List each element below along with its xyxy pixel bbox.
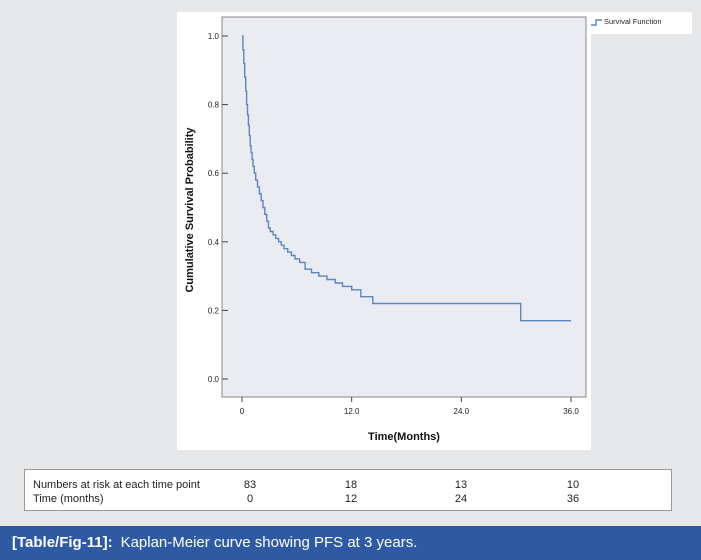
- risk-cell: 10: [566, 479, 580, 491]
- risk-table: Numbers at risk at each time point 83 18…: [24, 469, 672, 511]
- legend-swatch: [591, 19, 602, 26]
- x-tick-label: 36.0: [563, 407, 579, 416]
- legend-box: [588, 12, 692, 34]
- time-cell: 36: [566, 493, 580, 505]
- time-cell: 12: [344, 493, 358, 505]
- y-axis-label: Cumulative Survival Probability: [184, 127, 196, 293]
- y-axis: 0.0 0.2 0.4 0.6 0.8 1.0: [208, 32, 228, 384]
- y-tick-label: 0.6: [208, 169, 220, 178]
- survival-curve: [242, 35, 571, 322]
- x-tick-label: 24.0: [454, 407, 470, 416]
- risk-cell: 83: [243, 479, 257, 491]
- risk-cell: 18: [344, 479, 358, 491]
- risk-row-time-label: Time (months): [33, 493, 104, 505]
- x-axis: 0 12.0 24.0 36.0: [240, 397, 579, 416]
- y-tick-label: 0.8: [208, 101, 220, 110]
- risk-row-numbers-label: Numbers at risk at each time point: [33, 479, 200, 491]
- legend: Survival Function: [588, 12, 692, 34]
- risk-cell: 13: [454, 479, 468, 491]
- caption-text: Kaplan-Meier curve showing PFS at 3 year…: [120, 534, 418, 551]
- plot-area: [221, 16, 587, 398]
- x-axis-label: Time(Months): [368, 431, 440, 443]
- km-chart: 0.0 0.2 0.4 0.6 0.8 1.0 0 12.0 24.0 36.0 Cumulat…: [177, 12, 692, 450]
- time-cell: 0: [246, 493, 254, 505]
- caption-tag: [Table/Fig-11]:: [12, 534, 113, 551]
- y-tick-label: 0.2: [208, 306, 220, 315]
- y-tick-label: 1.0: [208, 32, 220, 41]
- y-tick-label: 0.4: [208, 238, 220, 247]
- figure-caption: [Table/Fig-11]: Kaplan-Meier curve showin…: [0, 526, 701, 560]
- legend-entry: Survival Function: [604, 17, 662, 26]
- y-tick-label: 0.0: [208, 375, 220, 384]
- x-tick-label: 0: [240, 407, 245, 416]
- time-cell: 24: [454, 493, 468, 505]
- x-tick-label: 12.0: [344, 407, 360, 416]
